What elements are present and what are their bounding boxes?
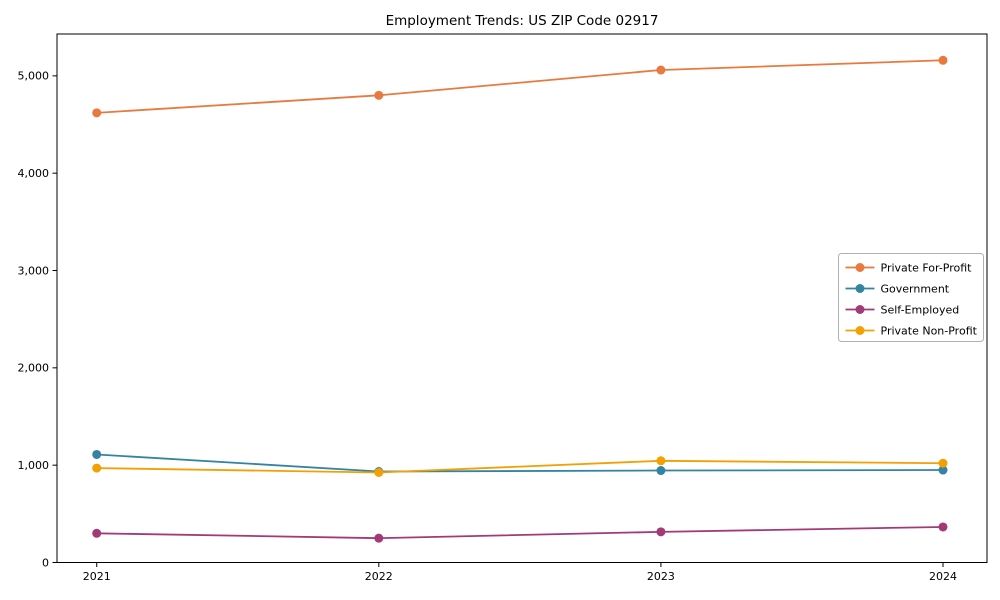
- series-line: [96, 453, 944, 473]
- data-point-marker: [656, 527, 666, 537]
- plot-border: [56, 33, 988, 563]
- legend-item: Government: [845, 282, 950, 295]
- data-point-marker: [374, 90, 384, 100]
- legend-item: Private For-Profit: [845, 261, 973, 274]
- series-private-non-profit: [92, 456, 948, 477]
- y-tick-label: 1,000: [18, 459, 50, 472]
- data-point-marker: [938, 522, 948, 532]
- legend-box: [838, 253, 984, 342]
- x-tick-label: 2023: [647, 570, 675, 583]
- x-tick-label: 2024: [929, 570, 957, 583]
- data-point-marker: [656, 456, 666, 466]
- x-tick-label: 2022: [365, 570, 393, 583]
- x-tick-label: 2021: [83, 570, 111, 583]
- y-tick-label: 3,000: [18, 264, 50, 277]
- data-point-marker: [374, 467, 384, 477]
- data-point-marker: [656, 65, 666, 75]
- data-point-marker: [92, 463, 102, 473]
- data-point-marker: [656, 466, 666, 476]
- y-tick-label: 0: [42, 556, 49, 569]
- y-tick-label: 4,000: [18, 167, 50, 180]
- legend-label: Government: [881, 282, 950, 295]
- series-line: [96, 526, 944, 540]
- legend-item: Self-Employed: [845, 303, 960, 316]
- legend-label: Private For-Profit: [881, 261, 973, 274]
- legend-marker-icon: [855, 305, 865, 314]
- series-private-for-profit: [92, 55, 948, 118]
- y-tick-label: 5,000: [18, 70, 50, 83]
- legend-marker-icon: [855, 326, 865, 335]
- series-line: [96, 59, 944, 114]
- legend-item: Private Non-Profit: [845, 324, 978, 337]
- chart-title: Employment Trends: US ZIP Code 02917: [385, 13, 659, 29]
- legend-label: Self-Employed: [881, 303, 960, 316]
- data-point-marker: [92, 449, 102, 459]
- series-self-employed: [92, 522, 948, 543]
- legend-marker-icon: [855, 263, 865, 272]
- data-point-marker: [938, 55, 948, 65]
- legend: Private For-Profit Government Self-Employe…: [838, 253, 984, 342]
- data-point-marker: [92, 528, 102, 538]
- series-line: [96, 459, 944, 474]
- legend-label: Private Non-Profit: [881, 324, 978, 337]
- legend-marker-icon: [855, 284, 865, 293]
- data-point-marker: [92, 108, 102, 118]
- data-point-marker: [938, 458, 948, 468]
- data-point-marker: [374, 533, 384, 543]
- data-point-marker: [938, 465, 948, 475]
- y-tick-label: 2,000: [18, 362, 50, 375]
